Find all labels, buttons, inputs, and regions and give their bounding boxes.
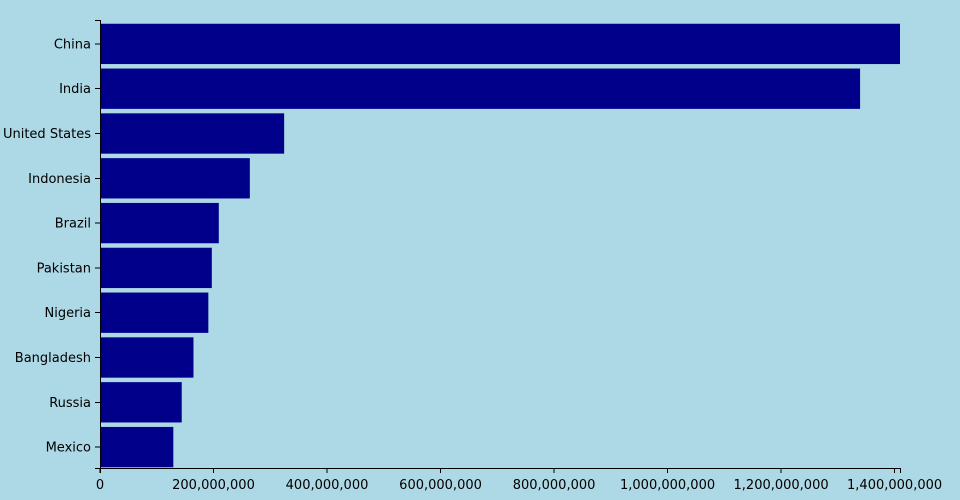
x-tick-label-7: 1,400,000,000	[847, 478, 942, 493]
y-tick-label-india: India	[59, 82, 91, 97]
bar-brazil	[100, 202, 219, 244]
bars-group	[100, 23, 900, 468]
bar-china	[100, 23, 900, 65]
bar-bangladesh	[100, 337, 194, 378]
bar-mexico	[100, 426, 174, 468]
y-tick-label-bangladesh: Bangladesh	[15, 351, 91, 366]
y-tick-label-indonesia: Indonesia	[28, 172, 91, 187]
y-tick-label-mexico: Mexico	[46, 441, 91, 456]
y-axis-line	[95, 20, 101, 469]
x-tick-label-5: 1,000,000,000	[620, 478, 715, 493]
x-tick-label-3: 600,000,000	[399, 478, 482, 493]
bar-pakistan	[100, 247, 212, 289]
bar-nigeria	[100, 292, 209, 333]
x-tick-label-6: 1,200,000,000	[734, 478, 829, 493]
x-tick-label-0: 0	[96, 478, 104, 493]
x-axis: 0 200,000,000 400,000,000 600,000,000 800,00…	[96, 468, 942, 493]
y-tick-label-china: China	[54, 37, 91, 52]
bar-india	[100, 68, 861, 109]
y-tick-label-brazil: Brazil	[55, 217, 91, 232]
y-tick-label-nigeria: Nigeria	[44, 306, 91, 321]
y-tick-label-united-states: United States	[3, 127, 91, 142]
bar-indonesia	[100, 158, 250, 199]
bar-united-states	[100, 113, 285, 154]
y-tick-label-pakistan: Pakistan	[37, 261, 91, 276]
x-tick-label-4: 800,000,000	[513, 478, 596, 493]
y-tick-label-russia: Russia	[49, 396, 91, 411]
x-tick-label-1: 200,000,000	[172, 478, 255, 493]
y-axis: China India United States Indonesia Brazil Pa…	[3, 20, 101, 469]
bar-russia	[100, 382, 182, 423]
x-tick-label-2: 400,000,000	[286, 478, 369, 493]
